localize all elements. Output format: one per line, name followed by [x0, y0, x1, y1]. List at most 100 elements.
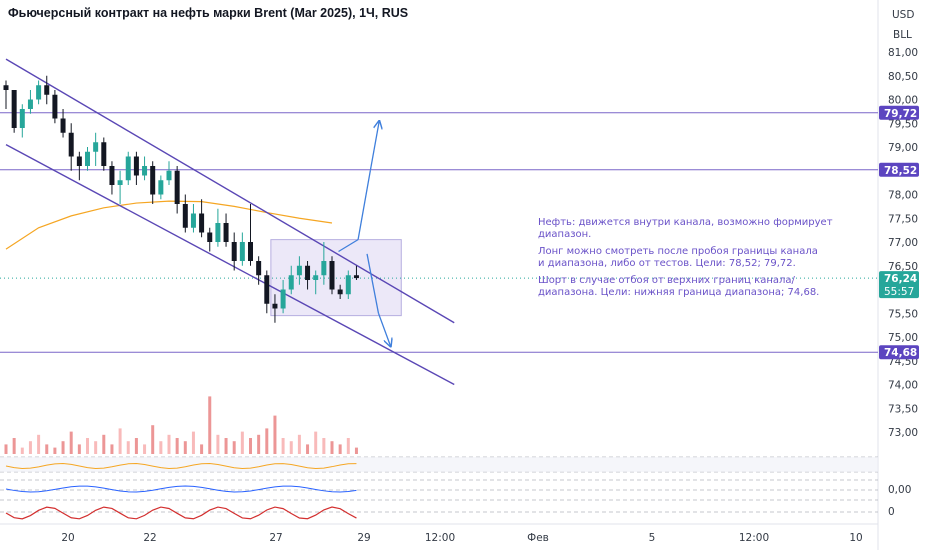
band-pane-fill	[0, 457, 878, 472]
volume-bar	[77, 444, 81, 454]
candle-body	[93, 142, 99, 152]
time-tick-label: 5	[649, 532, 656, 544]
volume-bar	[257, 434, 261, 454]
forecast-arrow-segment	[369, 121, 379, 171]
candle	[27, 90, 33, 114]
candle-body	[85, 151, 90, 166]
volume-bar	[273, 415, 277, 454]
volume-bar	[183, 441, 187, 454]
candle-body	[264, 275, 270, 304]
channel-lower-line	[5, 144, 455, 386]
candle	[305, 261, 311, 290]
volume-bar	[322, 438, 326, 454]
candle	[142, 156, 148, 181]
candle-body	[345, 275, 351, 295]
price-tick-label: 80,50	[888, 71, 918, 83]
horizontal-levels	[0, 112, 878, 353]
moving-average-layer	[5, 200, 333, 250]
candle	[101, 137, 107, 171]
volume-bar	[151, 425, 155, 454]
candle-body	[142, 166, 148, 176]
volume-bar	[20, 447, 24, 454]
candle	[52, 90, 58, 124]
price-tick-label: 73,50	[888, 403, 918, 415]
candle-body	[296, 265, 302, 276]
candle	[337, 284, 343, 299]
volume-bar	[126, 441, 130, 454]
candle-body	[329, 261, 335, 290]
candle	[60, 109, 66, 138]
rsi-line	[5, 506, 357, 520]
forecast-arrow-segment	[366, 253, 380, 314]
candle	[133, 151, 139, 185]
candle-body	[3, 85, 9, 90]
currency-badge[interactable]: USD BLL	[892, 9, 914, 41]
volume-bar	[53, 447, 57, 454]
unit-label: BLL	[893, 29, 912, 41]
note-long-line2: и диапазона, либо от тестов. Цели: 78,52…	[538, 258, 796, 269]
candle	[109, 161, 115, 195]
candle	[93, 132, 99, 166]
price-tick-label: 77,50	[888, 213, 918, 225]
candle	[248, 204, 253, 266]
volume-bar	[167, 434, 171, 454]
candle-body	[166, 170, 172, 181]
price-tick-label: 79,00	[888, 142, 918, 154]
volume-bar	[249, 438, 252, 454]
volume-bar	[240, 431, 244, 454]
candle	[117, 170, 123, 204]
volume-bar	[86, 438, 89, 454]
volume-bar	[45, 444, 49, 454]
candle	[296, 256, 302, 285]
volume-bar	[265, 428, 269, 454]
annotation-notes[interactable]: Нефть: движется внутри канала, возможно …	[538, 217, 833, 298]
candle-body	[76, 156, 82, 166]
price-tick-label: 81,00	[888, 47, 918, 59]
candle-body	[11, 90, 17, 128]
volume-bar	[208, 396, 212, 454]
candle	[76, 151, 82, 181]
moving-average-line	[5, 200, 333, 250]
time-tick-label: 22	[143, 532, 156, 544]
time-axis[interactable]: 20 22 27 29 12:00 Фев 5 12:00 10	[61, 532, 862, 544]
candle	[68, 123, 74, 171]
forecast-arrow-segment	[357, 170, 371, 240]
channel-upper-line	[5, 58, 455, 324]
price-tick-label: 75,00	[888, 332, 918, 344]
candle-body	[223, 223, 229, 242]
volume-bar	[102, 434, 106, 454]
candle-body	[272, 303, 278, 309]
candle	[3, 80, 9, 109]
price-tick-label: 73,00	[888, 427, 918, 439]
price-tick-label: 80,00	[888, 95, 918, 107]
candle-body	[353, 275, 359, 279]
candle-body	[158, 180, 164, 195]
volume-bar	[94, 441, 98, 454]
candle-body	[109, 166, 115, 185]
candle-body	[60, 118, 66, 133]
level-price-tag-label: 74,68	[884, 347, 917, 359]
level-price-tag	[879, 345, 919, 360]
candle-body	[52, 94, 58, 119]
volume-bar	[37, 434, 41, 454]
volume-bar	[110, 444, 114, 454]
candle-body	[321, 261, 327, 276]
candle	[19, 104, 25, 138]
volume-bar	[338, 444, 342, 454]
note-long-line1: Лонг можно смотреть после пробоя границы…	[538, 246, 818, 257]
candle	[150, 161, 156, 204]
price-tick-label: 74,00	[888, 380, 918, 392]
level-price-tag-label: 79,72	[884, 108, 917, 120]
candle-body	[337, 289, 343, 295]
candle-body	[231, 242, 237, 261]
time-tick-label: 29	[357, 532, 370, 544]
band-pane-line	[5, 463, 357, 469]
price-tick-label: 77,00	[888, 237, 918, 249]
volume-bar	[289, 441, 293, 454]
candle	[353, 265, 359, 280]
candle-body	[27, 99, 33, 109]
volume-bar	[297, 434, 301, 454]
candle	[166, 161, 172, 185]
price-tick-label: 79,50	[888, 118, 918, 130]
volume-bar	[232, 441, 236, 454]
